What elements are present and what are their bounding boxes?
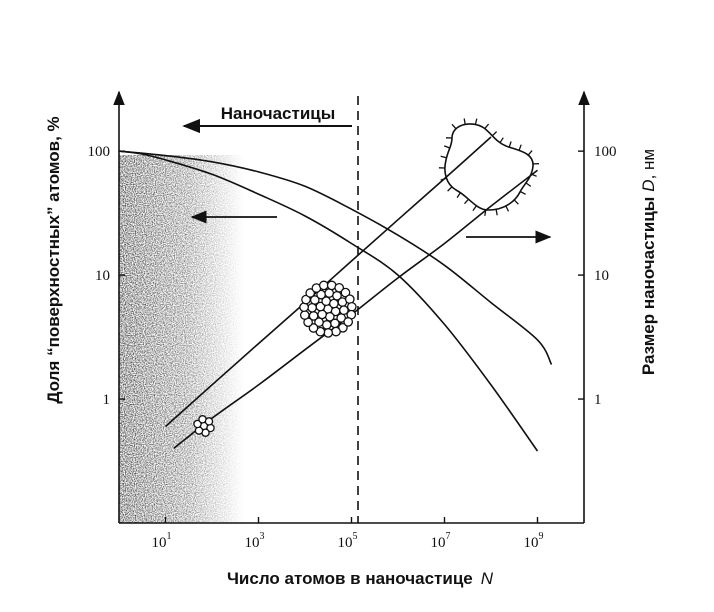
left-ticks: 100 10 1 bbox=[88, 144, 125, 408]
y-axis-right-label-var: D bbox=[639, 179, 658, 191]
nanoparticles-label: Наночастицы bbox=[221, 104, 335, 123]
series-line-2 bbox=[164, 136, 492, 428]
x-tick-label-4: 109 bbox=[524, 531, 544, 551]
large-particle-illustration bbox=[438, 118, 540, 216]
x-ticks: 101 103 105 107 109 bbox=[152, 517, 544, 551]
x-tick-label-2: 105 bbox=[338, 531, 358, 551]
small-cluster-illustration bbox=[193, 415, 215, 437]
series-line-0 bbox=[118, 150, 539, 452]
right-tick-label-1: 10 bbox=[594, 268, 609, 284]
x-tick-label-1: 103 bbox=[245, 531, 265, 551]
y-axis-right-label-unit: , нм bbox=[639, 149, 658, 180]
right-tick-label-2: 1 bbox=[594, 392, 602, 408]
right-ticks: 100 10 1 bbox=[578, 144, 617, 408]
y-axis-right-label-text: Размер наночастицы bbox=[639, 197, 658, 375]
left-tick-label-1: 10 bbox=[95, 268, 110, 284]
x-tick-label-3: 107 bbox=[431, 531, 451, 551]
left-tick-label-0: 100 bbox=[88, 144, 111, 160]
y-axis-right-label: Размер наночастицы D, нм bbox=[639, 149, 658, 375]
y-axis-left-label: Доля “поверхностных” атомов, % bbox=[44, 116, 63, 403]
left-tick-label-2: 1 bbox=[103, 392, 111, 408]
x-axis-label: Число атомов в наночастице N bbox=[227, 569, 494, 588]
x-axis-label-text: Число атомов в наночастице bbox=[227, 569, 473, 588]
right-tick-label-0: 100 bbox=[594, 144, 617, 160]
medium-cluster-illustration bbox=[299, 280, 357, 338]
x-axis-label-var: N bbox=[481, 569, 494, 588]
x-tick-label-0: 101 bbox=[152, 531, 172, 551]
series-line-1 bbox=[118, 150, 553, 365]
nanoparticle-shaded-region bbox=[119, 155, 244, 523]
